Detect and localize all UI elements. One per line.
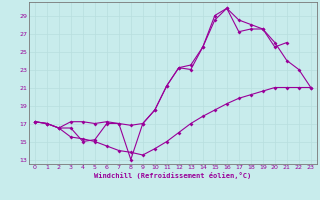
- X-axis label: Windchill (Refroidissement éolien,°C): Windchill (Refroidissement éolien,°C): [94, 172, 252, 179]
